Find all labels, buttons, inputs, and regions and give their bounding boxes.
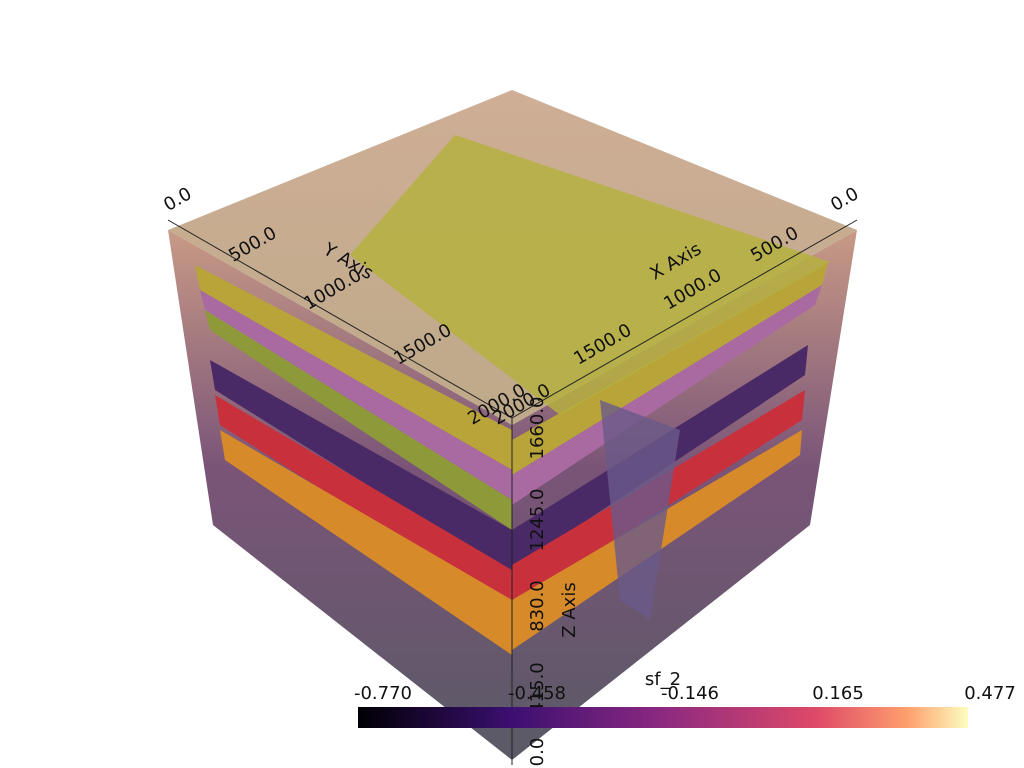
layer bbox=[205, 310, 512, 530]
surface bbox=[350, 135, 830, 415]
colorbar: sf_2 -0.770 -0.458 -0.146 0.165 0.477 bbox=[354, 669, 1016, 728]
model-block bbox=[168, 90, 857, 760]
valley bbox=[600, 400, 680, 620]
z-tick-label: 0.0 bbox=[527, 738, 548, 767]
z-axis-title: Z Axis bbox=[559, 582, 580, 637]
z-tick-label: 1660.0 bbox=[527, 397, 548, 460]
colorbar-tick-label: -0.770 bbox=[354, 683, 412, 704]
colorbar-gradient bbox=[358, 707, 968, 728]
y-tick-label: 0.0 bbox=[160, 183, 195, 216]
z-tick-label: 415.0 bbox=[527, 662, 548, 714]
layer bbox=[220, 430, 512, 655]
z-tick-label: 1245.0 bbox=[527, 489, 548, 552]
layer bbox=[210, 360, 512, 575]
x-tick-label: 0.0 bbox=[827, 183, 862, 216]
right-face bbox=[512, 230, 857, 760]
layer bbox=[200, 290, 512, 500]
x-axis-line bbox=[511, 219, 858, 419]
layer bbox=[512, 262, 828, 475]
layer bbox=[195, 265, 512, 470]
z-tick-label: 830.0 bbox=[527, 580, 548, 632]
y-axis-line bbox=[167, 219, 513, 419]
layer bbox=[512, 285, 822, 505]
colorbar-tick-label: -0.146 bbox=[661, 683, 719, 704]
layer bbox=[215, 395, 512, 610]
colorbar-title: sf_2 bbox=[645, 669, 681, 690]
colorbar-tick-label: 0.165 bbox=[812, 683, 864, 704]
colorbar-tick-label: 0.477 bbox=[964, 683, 1016, 704]
colorbar-tick-label: -0.458 bbox=[508, 683, 566, 704]
